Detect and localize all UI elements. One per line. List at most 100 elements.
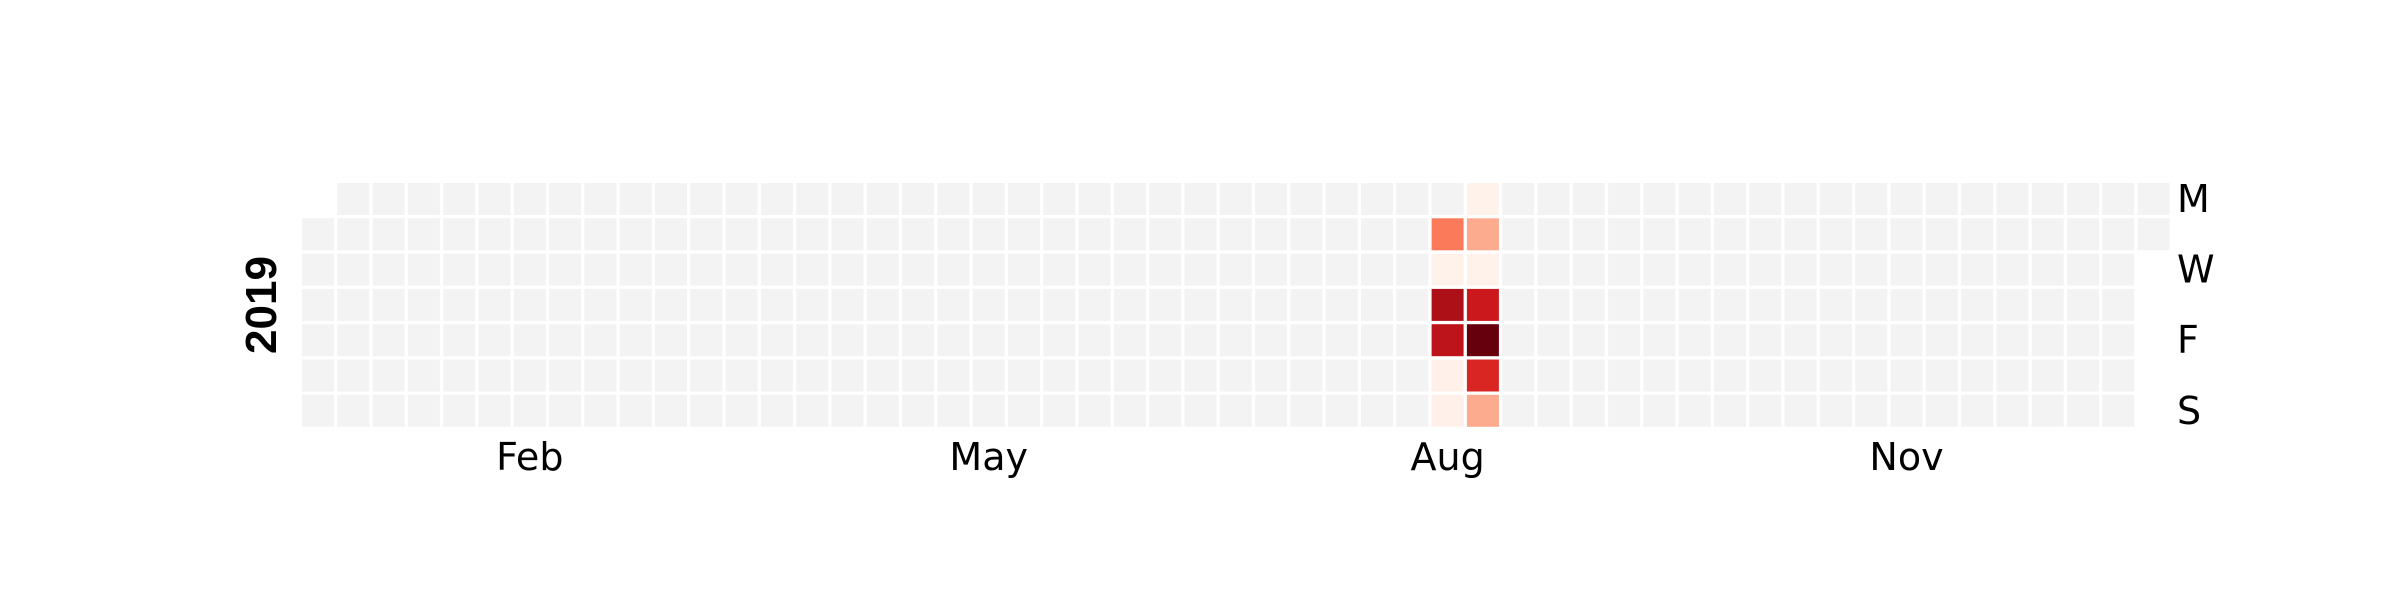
heatmap-cell [1113,394,1146,427]
heatmap-cell [1643,324,1676,357]
heatmap-cell [1113,218,1146,251]
heatmap-cell [2102,394,2135,427]
heatmap-cell [584,359,617,392]
heatmap-cell [1890,394,1923,427]
heatmap-cell [372,394,405,427]
heatmap-cell [619,218,652,251]
heatmap-cell [1149,183,1182,215]
heatmap-cell [866,324,899,357]
heatmap-cell [866,394,899,427]
heatmap-cell [619,359,652,392]
heatmap-cell [1678,253,1711,286]
heatmap-cell [1184,394,1217,427]
heatmap-cell [1290,359,1323,392]
heatmap-cell [2067,359,2099,392]
heatmap-cell [584,218,617,251]
heatmap-cell [796,183,829,215]
heatmap-cell [1678,218,1711,251]
heatmap-cell [655,253,687,286]
heatmap-cell [2102,288,2135,321]
heatmap-cell [972,253,1005,286]
heatmap-cell [1572,253,1605,286]
heatmap-cell [1113,359,1146,392]
heatmap-cell [1890,183,1923,215]
heatmap-cell [1113,183,1146,215]
heatmap-cell [796,253,829,286]
heatmap-cell [831,288,864,321]
heatmap-cell [1043,288,1076,321]
heatmap-cell [1008,218,1040,251]
heatmap-cell [1396,253,1429,286]
heatmap-cell [1008,394,1040,427]
heatmap-cell [2102,359,2135,392]
heatmap-cell [1714,288,1746,321]
heatmap-cell [796,218,829,251]
heatmap-cell [407,183,440,215]
heatmap-cell [1502,218,1535,251]
heatmap-cell [1255,359,1288,392]
heatmap-cell [690,183,723,215]
heatmap-cell [1184,253,1217,286]
heatmap-cell [1184,218,1217,251]
heatmap-cell [937,288,970,321]
heatmap-cell [1608,288,1641,321]
heatmap-cell [690,394,723,427]
heatmap-cell [866,218,899,251]
heatmap-cell [1678,359,1711,392]
heatmap-cell [1608,359,1641,392]
heatmap-cell [1008,359,1040,392]
heatmap-cell [1290,288,1323,321]
heatmap-cell [513,288,546,321]
heatmap-cell [513,324,546,357]
heatmap-cell [1643,253,1676,286]
heatmap-cell [584,394,617,427]
heatmap-cell [549,218,582,251]
heatmap-cell [443,359,476,392]
heatmap-cell [1043,324,1076,357]
heatmap-cell [937,359,970,392]
heatmap-cell [972,183,1005,215]
heatmap-cell [831,359,864,392]
heatmap-cell [1255,183,1288,215]
heatmap-cell [1855,183,1888,215]
heatmap-cell [725,324,758,357]
heatmap-cell [655,183,687,215]
heatmap-cell [972,218,1005,251]
heatmap-cell [549,253,582,286]
heatmap-cell [1396,394,1429,427]
heatmap-cell [1396,324,1429,357]
heatmap-cell [1502,359,1535,392]
heatmap-cell [619,253,652,286]
heatmap-cells [302,183,2170,427]
heatmap-cell [1608,324,1641,357]
heatmap-cell [760,253,793,286]
month-tick-label: Feb [496,435,563,479]
heatmap-cell [407,288,440,321]
heatmap-cell [1184,324,1217,357]
heatmap-cell [1714,324,1746,357]
heatmap-cell [1961,324,1994,357]
heatmap-cell [1078,288,1111,321]
heatmap-cell [478,359,511,392]
heatmap-cell [1325,394,1358,427]
heatmap-cell [1502,324,1535,357]
heatmap-cell [2031,288,2064,321]
heatmap-cell [1466,359,1499,392]
heatmap-cell [690,359,723,392]
heatmap-cell [549,394,582,427]
heatmap-cell [407,359,440,392]
heatmap-cell [725,394,758,427]
heatmap-cell [1784,324,1817,357]
heatmap-cell [1714,253,1746,286]
heatmap-cell [1961,359,1994,392]
heatmap-cell [972,324,1005,357]
heatmap-cell [866,359,899,392]
heatmap-cell [372,288,405,321]
heatmap-cell [1043,218,1076,251]
heatmap-cell [1714,218,1746,251]
heatmap-cell [1043,394,1076,427]
heatmap-cell [831,183,864,215]
heatmap-cell [443,183,476,215]
heatmap-cell [831,253,864,286]
